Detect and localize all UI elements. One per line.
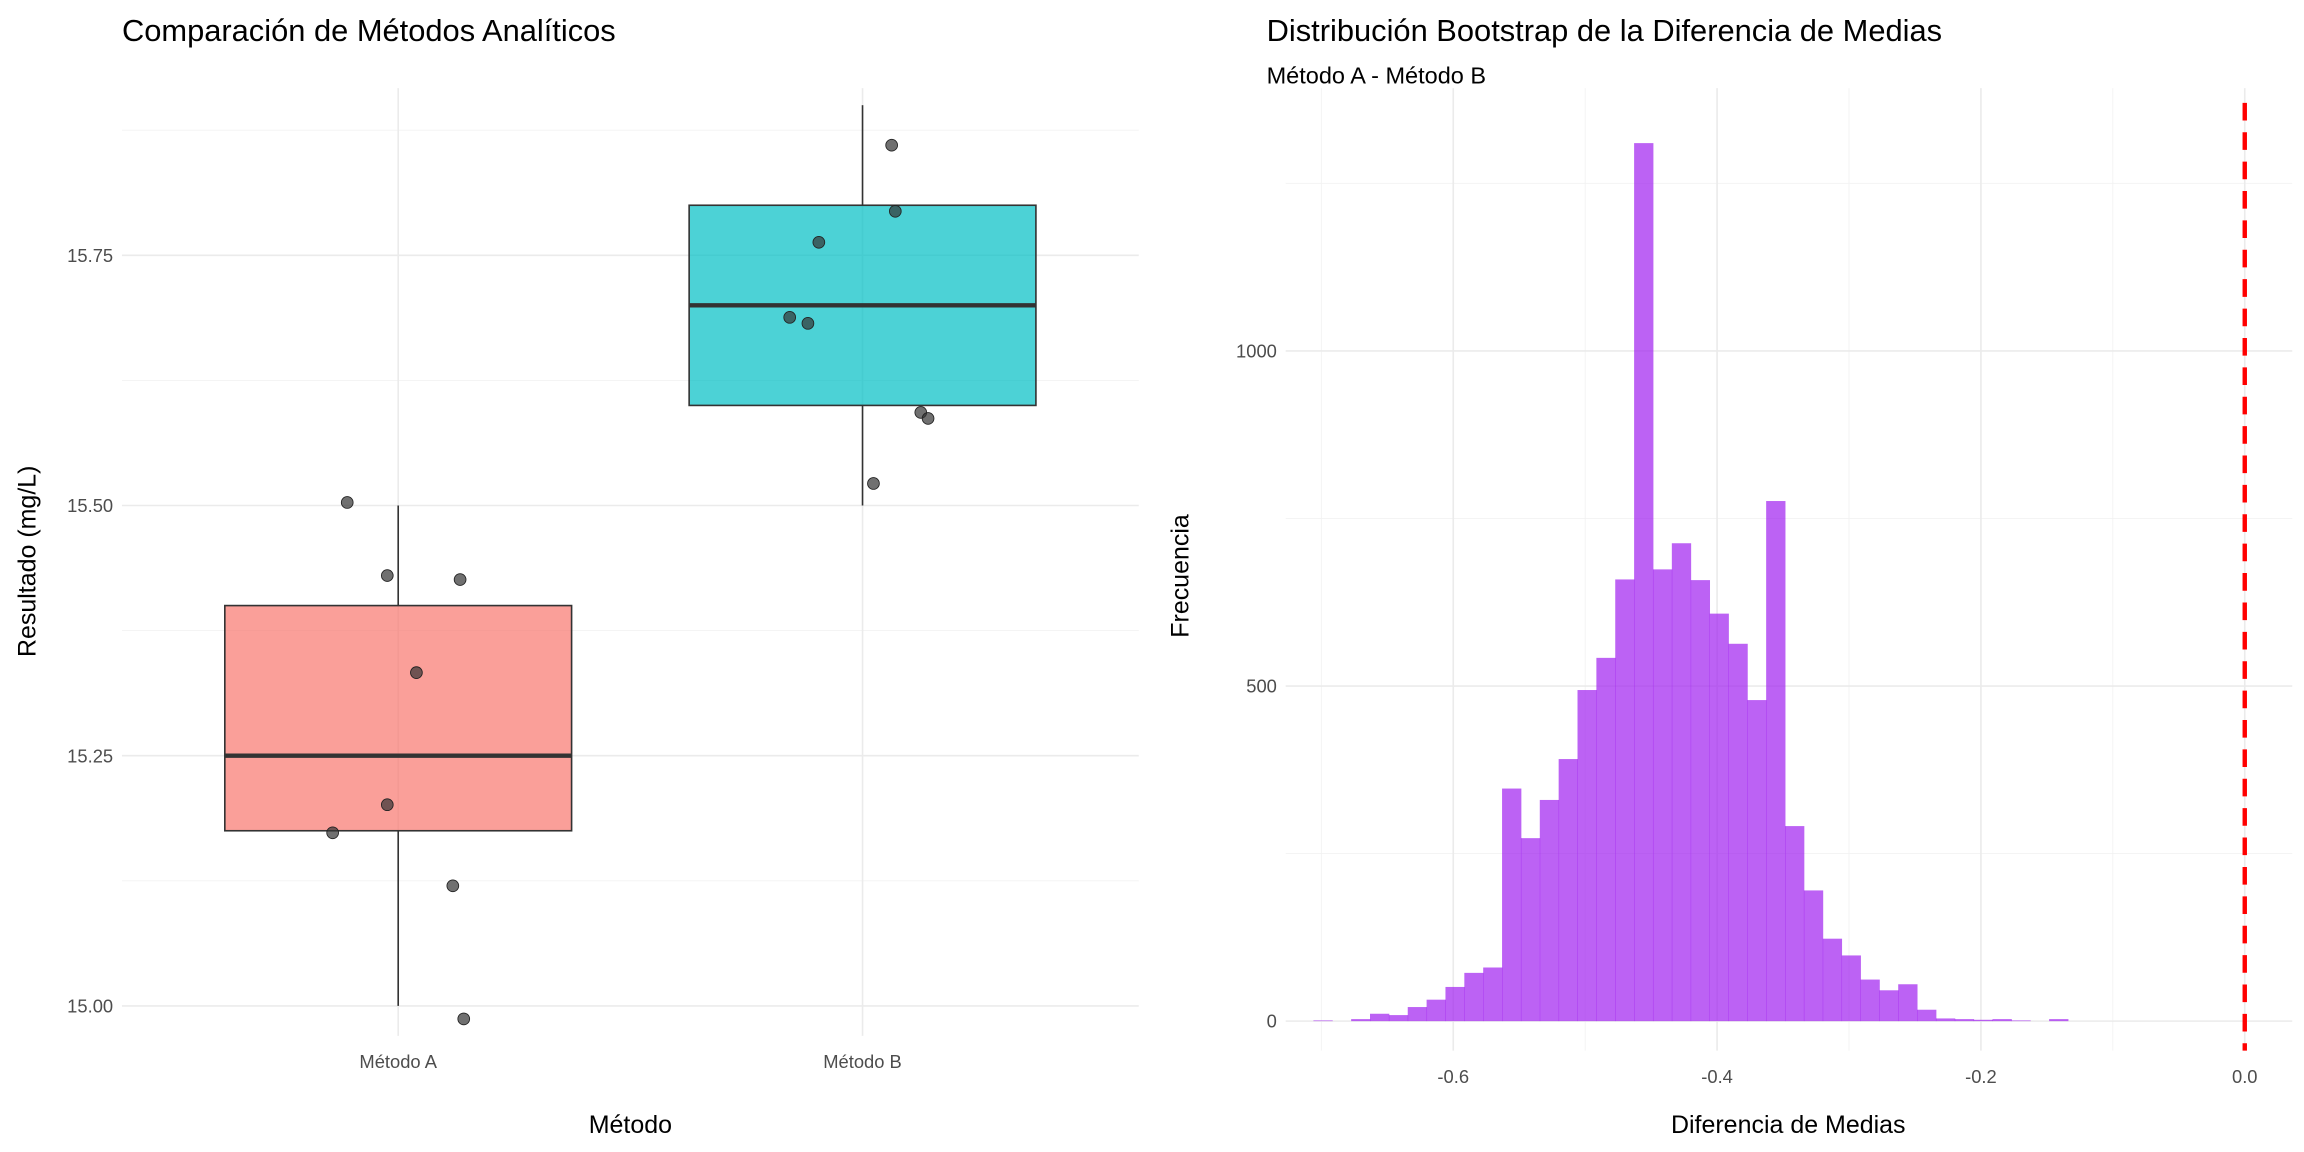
histogram-bar (1426, 999, 1446, 1022)
data-point (812, 235, 826, 249)
data-point (380, 798, 394, 812)
x-tick-label: -0.6 (1437, 1066, 1469, 1087)
histogram-bar (2011, 1020, 2031, 1022)
histogram-bar (1652, 569, 1673, 1022)
x-tick-label: -0.4 (1701, 1066, 1733, 1087)
data-point (783, 311, 797, 324)
histogram-bar (1841, 955, 1861, 1022)
histogram-bar (1370, 1013, 1390, 1022)
histogram-bar (1577, 690, 1597, 1022)
histogram-bar (1596, 657, 1616, 1022)
histogram-bar (1766, 501, 1786, 1022)
histogram-bar (1898, 984, 1918, 1022)
histogram-bar (2049, 1019, 2069, 1022)
histogram-bar (1860, 979, 1880, 1022)
data-point (801, 317, 815, 330)
y-tick-label: 1000 (1236, 341, 1277, 362)
histogram-bar (1502, 788, 1522, 1022)
data-point (885, 138, 898, 152)
y-axis-title: Frecuencia (1167, 514, 1195, 638)
histogram-panel: 0 500 1000 -0.6 -0.4 -0.2 0.0 Distribución Boot… (1167, 13, 2293, 1139)
data-point (921, 412, 935, 425)
histogram-bar (1917, 1009, 1937, 1022)
data-point (326, 826, 339, 840)
histogram-bar (1464, 972, 1484, 1022)
y-tick-label: 15.25 (67, 745, 113, 766)
histogram-bar (1879, 990, 1899, 1022)
data-point (446, 879, 460, 893)
chart-title: Distribución Bootstrap de la Diferencia … (1267, 13, 1942, 48)
histogram-bar (1973, 1019, 1993, 1022)
histogram-bar (1539, 799, 1560, 1022)
data-point (867, 477, 880, 490)
chart-title: Comparación de Métodos Analíticos (122, 13, 616, 48)
histogram-bar (1388, 1015, 1409, 1022)
y-tick-label: 500 (1246, 676, 1277, 697)
y-tick-label: 0 (1267, 1011, 1277, 1032)
x-axis-title: Diferencia de Medias (1671, 1111, 1906, 1139)
box-a (224, 604, 573, 832)
x-tick-label: Método B (823, 1051, 902, 1072)
histogram-bar (1935, 1018, 1956, 1022)
y-tick-label: 15.50 (67, 495, 113, 516)
data-point (888, 204, 902, 218)
data-point (340, 496, 354, 509)
histogram-bar (1634, 143, 1654, 1022)
histogram-bar (1520, 838, 1541, 1022)
x-axis-title: Método (589, 1111, 672, 1139)
histogram-bar (1822, 938, 1843, 1022)
histogram-bar (1954, 1019, 1975, 1022)
histogram-bar (1803, 890, 1824, 1022)
histogram-bar (1992, 1019, 2012, 1022)
histogram-bar (1313, 1020, 1333, 1022)
x-tick-label: -0.2 (1965, 1066, 1997, 1087)
histogram-bar (1785, 826, 1805, 1022)
histogram-bar (1690, 580, 1711, 1022)
histogram-bar (1671, 543, 1692, 1022)
histogram-bar (1728, 643, 1748, 1022)
data-point (453, 573, 467, 586)
data-point (380, 569, 394, 582)
histogram-bar (1407, 1007, 1428, 1022)
histogram-bar (1709, 613, 1729, 1022)
histogram-bar (1615, 579, 1635, 1022)
boxplot-panel: 15.00 15.25 15.50 15.75 Método A Método B Comp… (13, 13, 1139, 1139)
x-tick-label: 0.0 (2232, 1066, 2258, 1087)
histogram-bar (1747, 700, 1767, 1022)
histogram-bar (1351, 1019, 1371, 1022)
data-point (410, 666, 423, 679)
histogram-bar (1558, 759, 1578, 1022)
y-tick-label: 15.75 (67, 245, 113, 266)
x-tick-label: Método A (359, 1051, 437, 1072)
histogram-bar (1445, 986, 1465, 1022)
data-point (457, 1012, 471, 1026)
chart-subtitle: Método A - Método B (1267, 63, 1486, 89)
histogram-bar (1483, 967, 1503, 1022)
y-tick-label: 15.00 (67, 996, 113, 1017)
y-axis-title: Resultado (mg/L) (13, 466, 41, 658)
